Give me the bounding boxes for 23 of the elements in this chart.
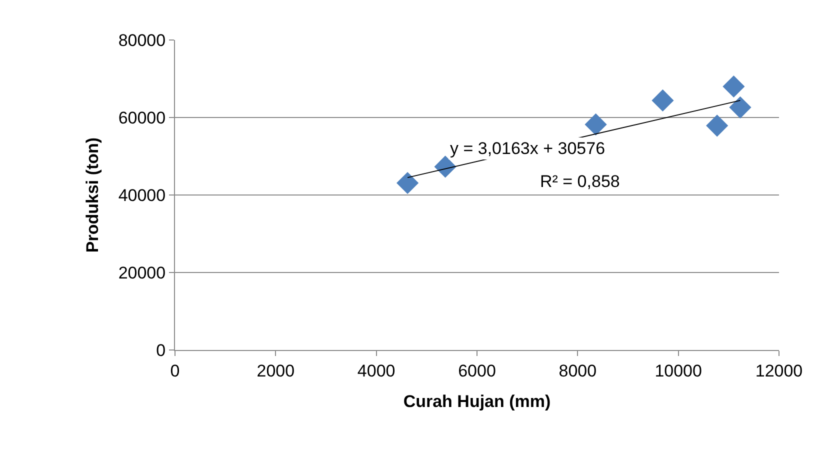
x-tick-label: 4000 [357,361,396,380]
y-tick-label: 80000 [118,30,166,50]
point [434,156,456,178]
x-tick-label: 2000 [256,361,295,380]
y-axis-title: Produksi (ton) [82,137,102,253]
point [729,96,752,118]
point [584,113,607,136]
point [722,75,745,98]
x-tick-label: 6000 [458,361,496,380]
x-tick-label: 8000 [558,361,597,380]
x-tick-label: 0 [170,361,180,380]
annotation: y = 3,0163x + 30576 [450,139,606,158]
y-tick-label: 20000 [118,263,166,282]
y-tick-label: 40000 [118,186,166,205]
point [396,172,419,194]
x-tick-label: 10000 [654,361,702,380]
y-tick-label: 0 [156,340,166,360]
x-axis-title: Curah Hujan (mm) [403,392,551,411]
point [706,114,728,137]
x-tick-label: 12000 [755,361,803,380]
y-tick-label: 60000 [118,108,166,128]
point [652,89,674,112]
annotation: R² = 0,858 [540,172,620,191]
